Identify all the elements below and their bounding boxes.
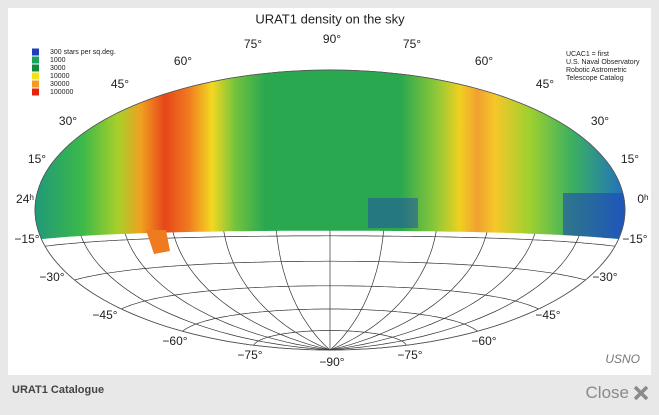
dec-label: 45° bbox=[536, 77, 554, 91]
density-patch bbox=[146, 230, 170, 254]
caption-title: URAT1 Catalogue bbox=[12, 384, 105, 396]
map-title: URAT1 density on the sky bbox=[255, 11, 405, 26]
dec-label: −45° bbox=[535, 308, 560, 322]
dec-label: −75° bbox=[237, 348, 262, 362]
dec-label: −60° bbox=[162, 334, 187, 348]
legend: 300 stars per sq.deg.1000300010000300001… bbox=[32, 48, 116, 96]
dec-label: 30° bbox=[59, 114, 77, 128]
dec-label: 15° bbox=[28, 152, 46, 166]
dec-label: 30° bbox=[591, 114, 609, 128]
dec-label: 60° bbox=[174, 54, 192, 68]
legend-label: 300 stars per sq.deg. bbox=[50, 49, 116, 56]
legend-swatch bbox=[32, 56, 39, 64]
dec-label: −60° bbox=[471, 334, 496, 348]
parallel bbox=[45, 235, 615, 247]
dec-label: −15° bbox=[14, 232, 39, 246]
parallel bbox=[182, 308, 478, 332]
legend-swatch bbox=[32, 64, 39, 72]
dec-label: −45° bbox=[92, 308, 117, 322]
legend-swatch bbox=[32, 72, 39, 80]
note-line: Robotic Astrometric bbox=[566, 67, 627, 74]
dec-label: 75° bbox=[403, 37, 421, 51]
close-button[interactable]: Close bbox=[586, 383, 649, 403]
legend-label: 10000 bbox=[50, 73, 70, 80]
map-outline bbox=[34, 69, 626, 351]
axis-labels: 75° 60° 45° 30° 15° 24ʰ −15° −30° −45° −60° −75° 75… bbox=[14, 37, 649, 362]
close-label[interactable]: Close bbox=[585, 383, 629, 402]
low-density-patch bbox=[563, 193, 625, 238]
dec-label: 24ʰ bbox=[16, 192, 34, 206]
parallel bbox=[121, 285, 539, 310]
close-icon[interactable] bbox=[633, 385, 649, 401]
legend-label: 30000 bbox=[50, 81, 70, 88]
dec-label: −30° bbox=[592, 270, 617, 284]
legend-swatch bbox=[32, 48, 39, 56]
dec-label: 75° bbox=[244, 37, 262, 51]
note-line: UCAC1 = first bbox=[566, 51, 609, 58]
dec-label: −75° bbox=[397, 348, 422, 362]
dec-label: 15° bbox=[621, 152, 639, 166]
legend-swatch bbox=[32, 88, 39, 96]
legend-swatch bbox=[32, 80, 39, 88]
dec-label: −15° bbox=[622, 232, 647, 246]
parallel bbox=[74, 260, 586, 281]
legend-label: 100000 bbox=[50, 89, 73, 96]
dec-label: 0ʰ bbox=[637, 192, 649, 206]
legend-label: 1000 bbox=[50, 57, 66, 64]
pole-label: 90° bbox=[323, 32, 341, 46]
low-density-patch bbox=[368, 198, 418, 228]
sky-map: URAT1 density on the sky 300 stars per s… bbox=[8, 8, 651, 375]
dec-label: 45° bbox=[111, 77, 129, 91]
note-line: U.S. Naval Observatory bbox=[566, 59, 640, 66]
pole-label: −90° bbox=[319, 355, 344, 369]
legend-label: 3000 bbox=[50, 65, 66, 72]
dec-label: −30° bbox=[39, 270, 64, 284]
note-line: Telescope Catalog bbox=[566, 75, 624, 82]
parallel bbox=[253, 330, 407, 346]
dec-label: 60° bbox=[475, 54, 493, 68]
credit: USNO bbox=[605, 352, 640, 366]
